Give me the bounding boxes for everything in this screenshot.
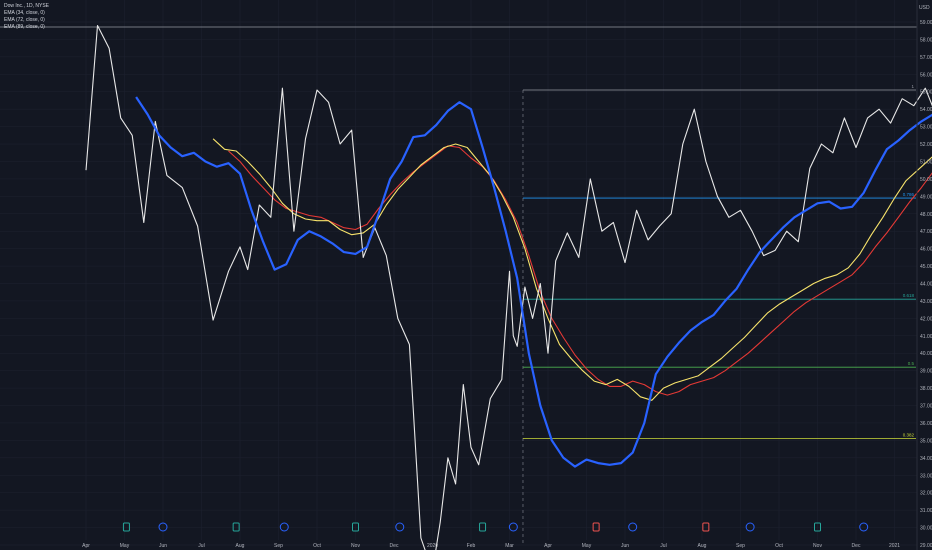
dividend-marker	[279, 522, 289, 532]
time-axis[interactable]: Apr May Jun Jul Aug Sep Oct Nov Dec 2020 Feb Mar Apr…	[82, 543, 900, 549]
price-tick-label: 49.00	[920, 194, 932, 200]
price-axis[interactable]: 59.00 58.00 57.00 56.00 55.00 54.00 53.00 52.00…	[920, 20, 932, 549]
price-tick-label: 41.00	[920, 334, 932, 340]
legend-ema-72[interactable]: EMA (72, close, 0)	[4, 17, 45, 23]
time-tick-label: Jun	[621, 543, 629, 549]
time-tick-label: Jul	[198, 543, 204, 549]
price-tick-label: 39.00	[920, 369, 932, 375]
time-tick-label: May	[120, 543, 130, 549]
time-tick-label: Sep	[274, 543, 283, 549]
price-tick-label: 36.00	[920, 421, 932, 427]
price-tick-label: 40.00	[920, 351, 932, 357]
time-tick-label: Dec	[852, 543, 861, 549]
fib-retracement[interactable]: 1 0.786 0.618 0.5 0.382	[0, 26, 917, 545]
price-tick-label: 57.00	[920, 55, 932, 61]
event-markers	[122, 522, 869, 532]
earnings-marker	[352, 522, 359, 532]
dividend-marker	[508, 522, 518, 532]
price-tick-label: 35.00	[920, 438, 932, 444]
fib-level-label: 0.382	[903, 433, 915, 438]
time-tick-label: Nov	[813, 543, 822, 549]
price-tick-label: 44.00	[920, 282, 932, 288]
time-tick-label: Nov	[351, 543, 360, 549]
dividend-marker	[859, 522, 869, 532]
earnings-marker	[702, 522, 710, 532]
time-tick-label: May	[582, 543, 592, 549]
price-tick-label: 38.00	[920, 386, 932, 392]
price-tick-label: 34.00	[920, 456, 932, 462]
time-tick-label: Aug	[236, 543, 245, 549]
price-tick-label: 51.00	[920, 159, 932, 165]
price-line	[85, 24, 932, 550]
price-tick-label: 43.00	[920, 299, 932, 305]
time-tick-label: Feb	[467, 543, 476, 549]
legend: Dow Inc., 1D, NYSE EMA (34, close, 0) EM…	[4, 3, 49, 31]
price-tick-label: 30.00	[920, 526, 932, 532]
price-tick-label: 53.00	[920, 125, 932, 131]
time-tick-label: Apr	[544, 543, 552, 549]
ema-89-line	[228, 145, 932, 396]
time-tick-label: Apr	[82, 543, 90, 549]
legend-ema-89[interactable]: EMA (89, close, 0)	[4, 24, 45, 30]
ema-72-line	[212, 138, 932, 401]
earnings-marker	[592, 522, 600, 532]
price-tick-label: 32.00	[920, 491, 932, 497]
price-tick-label: 55.00	[920, 90, 932, 96]
price-tick-label: 46.00	[920, 247, 932, 253]
price-tick-label: 42.00	[920, 316, 932, 322]
price-tick-label: 54.00	[920, 107, 932, 113]
time-tick-label: Sep	[736, 543, 745, 549]
fib-level-label: 0.786	[903, 192, 915, 197]
price-tick-label: 50.00	[920, 177, 932, 183]
dividend-marker	[158, 522, 168, 532]
price-tick-label: 56.00	[920, 72, 932, 78]
price-tick-label: 47.00	[920, 229, 932, 235]
legend-symbol[interactable]: Dow Inc., 1D, NYSE	[4, 3, 50, 9]
dividend-marker	[628, 522, 638, 532]
fib-level-label: 1	[911, 84, 914, 89]
price-tick-label: 52.00	[920, 142, 932, 148]
time-tick-label: 2021	[889, 543, 900, 549]
grid	[0, 0, 917, 546]
fib-level-label: 0.5	[908, 361, 915, 366]
earnings-marker	[232, 522, 240, 532]
dividend-marker	[745, 522, 755, 532]
time-tick-label: Aug	[698, 543, 707, 549]
time-tick-label: Jul	[660, 543, 666, 549]
time-tick-label: Oct	[313, 543, 321, 549]
price-tick-label: 58.00	[920, 37, 932, 43]
price-tick-label: 33.00	[920, 473, 932, 479]
time-tick-label: Oct	[775, 543, 783, 549]
currency-label: USD	[919, 5, 930, 11]
price-tick-label: 31.00	[920, 508, 932, 514]
price-tick-label: 45.00	[920, 264, 932, 270]
earnings-marker	[122, 522, 130, 532]
earnings-marker	[814, 522, 821, 532]
price-tick-label: 37.00	[920, 404, 932, 410]
time-tick-label: Dec	[390, 543, 399, 549]
ema-34-line	[135, 96, 932, 468]
dividend-marker	[395, 522, 405, 532]
price-tick-label: 29.00	[920, 543, 932, 549]
price-tick-label: 59.00	[920, 20, 932, 26]
fib-level-label: 0.618	[903, 293, 915, 298]
earnings-marker	[479, 522, 487, 532]
time-tick-label: Jun	[159, 543, 167, 549]
series-lines	[85, 24, 932, 550]
legend-ema-34[interactable]: EMA (34, close, 0)	[4, 10, 45, 16]
price-tick-label: 48.00	[920, 212, 932, 218]
time-tick-label: Mar	[505, 543, 514, 549]
time-tick-label: 2020	[427, 543, 438, 549]
